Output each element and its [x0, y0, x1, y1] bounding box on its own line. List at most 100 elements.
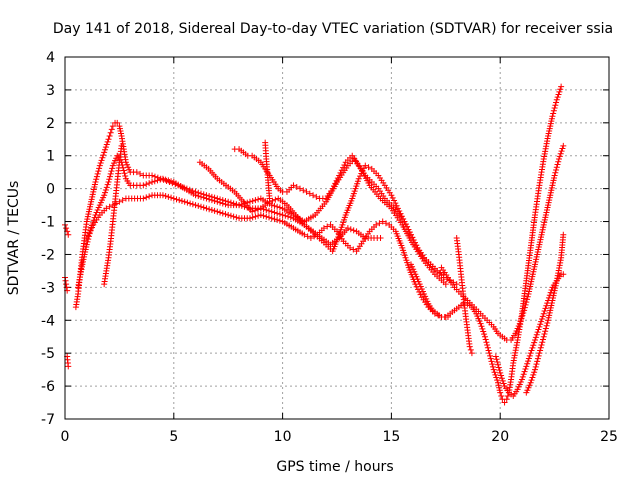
data-point [406, 229, 413, 236]
data-point [266, 195, 273, 202]
data-point [181, 198, 188, 205]
y-tick-label: -5 [41, 346, 55, 362]
data-point [83, 235, 90, 241]
data-point [489, 361, 496, 368]
data-point [102, 186, 109, 193]
data-point [501, 399, 508, 406]
data-point [266, 214, 272, 221]
data-point [557, 150, 564, 157]
data-point [192, 192, 199, 199]
data-point [102, 146, 109, 153]
data-point [409, 234, 416, 241]
data-point [532, 337, 539, 344]
data-point [550, 107, 557, 114]
data-point [347, 244, 354, 251]
data-point [483, 339, 490, 346]
data-point [543, 302, 550, 309]
data-point [498, 375, 505, 382]
data-point [137, 170, 144, 177]
data-point [154, 177, 161, 184]
data-point [140, 182, 147, 189]
data-point [537, 321, 544, 328]
data-point [542, 325, 549, 332]
x-tick-label: 5 [169, 429, 178, 445]
data-point [165, 193, 172, 200]
data-point [329, 185, 336, 192]
data-point [523, 363, 530, 370]
axis-ticks: 0 5 10 15 20 25 -7 -6 -5 -4 -3 -2 -1 0 1 2 3 4 [41, 50, 618, 445]
data-point [521, 307, 528, 314]
data-point [159, 175, 166, 182]
data-point [236, 202, 243, 209]
data-point [106, 132, 113, 139]
data-point [170, 195, 177, 202]
x-tick-label: 20 [491, 429, 509, 445]
data-point [350, 246, 357, 253]
x-axis-label: GPS time / hours [276, 459, 393, 475]
data-point [279, 211, 286, 218]
data-point [532, 334, 539, 341]
data-point [544, 320, 551, 327]
data-point [540, 310, 547, 317]
data-point [531, 369, 538, 376]
data-point [63, 281, 70, 288]
data-point [300, 187, 307, 194]
data-point [176, 197, 183, 204]
data-point [466, 343, 473, 350]
data-point [219, 210, 226, 217]
data-point [97, 159, 104, 166]
data-point [522, 301, 529, 308]
data-point [467, 346, 474, 353]
data-point [268, 202, 275, 209]
data-point [168, 194, 175, 201]
data-point [549, 113, 556, 120]
data-point [217, 199, 224, 206]
data-point [555, 156, 562, 163]
data-point [62, 277, 69, 284]
data-point [102, 189, 109, 196]
data-point [538, 315, 545, 322]
data-point [114, 119, 121, 126]
series-arc2 [62, 274, 71, 294]
data-point [504, 392, 511, 399]
data-point [252, 197, 259, 204]
data-point [195, 202, 202, 209]
data-point [518, 315, 525, 322]
data-point [529, 374, 536, 381]
data-point [520, 371, 527, 378]
data-point [274, 210, 281, 217]
data-point [485, 347, 492, 354]
data-point [376, 220, 383, 227]
data-point [195, 193, 202, 200]
data-point [192, 202, 199, 209]
data-point [382, 220, 389, 227]
data-point [99, 154, 106, 161]
data-point [290, 182, 297, 189]
data-point [350, 227, 357, 234]
data-point [274, 216, 281, 223]
data-point [481, 333, 488, 340]
data-point [178, 197, 185, 204]
data-point [535, 326, 542, 333]
x-tick-label: 10 [274, 429, 292, 445]
series-arc11 [407, 83, 565, 406]
y-tick-label: 3 [46, 83, 55, 99]
data-point [101, 149, 108, 156]
data-point [303, 188, 310, 195]
data-point [377, 235, 384, 241]
data-point [133, 169, 140, 176]
data-point [208, 197, 215, 204]
data-point [493, 356, 500, 363]
data-point [538, 318, 545, 325]
data-point [149, 172, 156, 179]
data-point [313, 193, 320, 200]
data-point [206, 196, 213, 203]
data-point [263, 213, 270, 220]
data-point [214, 198, 221, 205]
data-point [410, 236, 417, 243]
data-point [411, 239, 418, 246]
data-point [553, 166, 560, 173]
data-point [219, 200, 226, 207]
data-point [402, 221, 409, 228]
data-point [532, 363, 539, 370]
